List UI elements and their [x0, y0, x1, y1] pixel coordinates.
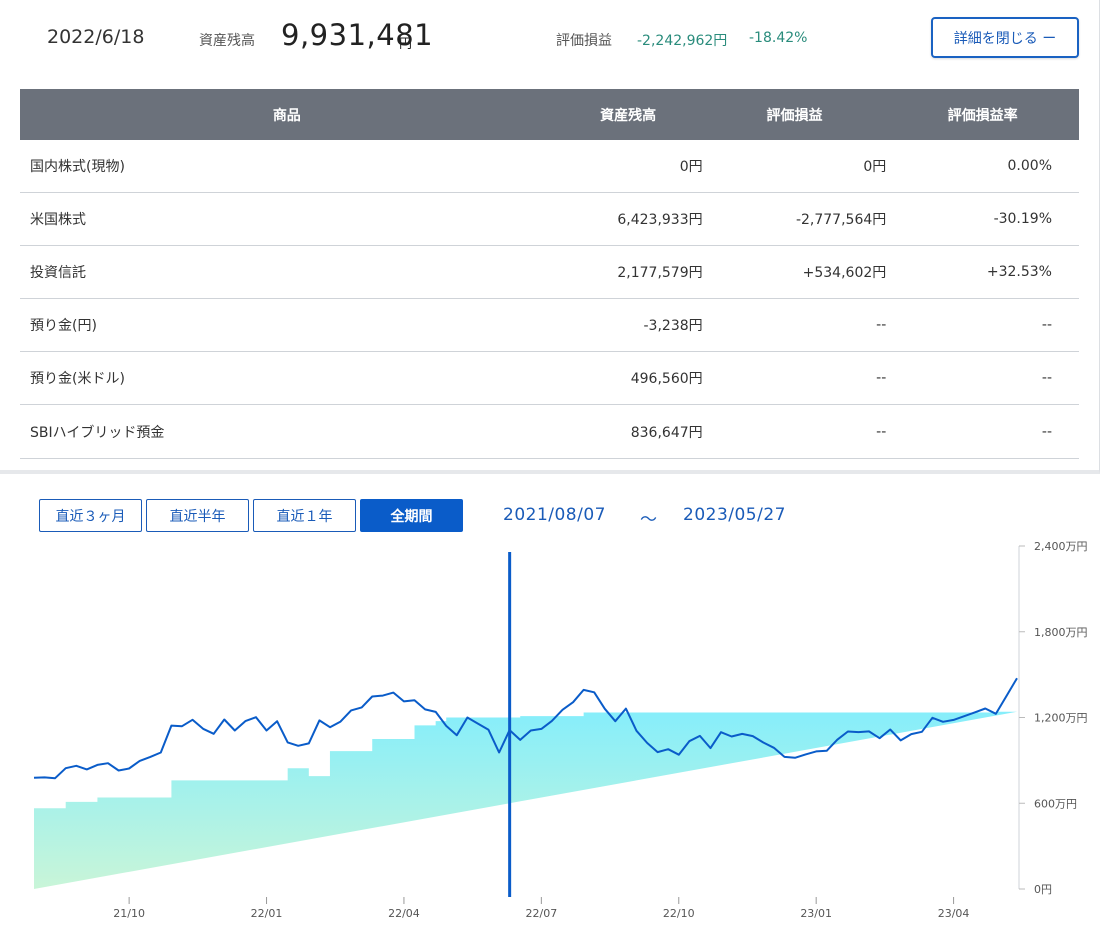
table-row: 投資信託 2,177,579円 +534,602円 +32.53%: [20, 245, 1079, 299]
row-balance: -3,238円: [553, 298, 703, 352]
header-pl: 評価損益: [702, 89, 887, 140]
row-name: 国内株式(現物): [20, 140, 554, 193]
header-pl-rate: 評価損益率: [886, 89, 1079, 140]
table-row: SBIハイブリッド預金 836,647円 -- --: [20, 404, 1079, 459]
row-name: SBIハイブリッド預金: [20, 404, 554, 459]
row-balance: 2,177,579円: [553, 245, 703, 299]
period-3months-button[interactable]: 直近３ヶ月: [39, 499, 142, 532]
x-tick-label: 22/07: [526, 907, 558, 920]
row-balance: 6,423,933円: [553, 192, 703, 246]
row-pl: 0円: [702, 140, 887, 193]
pl-rate: -18.42%: [749, 30, 808, 46]
row-rate: --: [886, 298, 1079, 352]
principal-area: [34, 711, 1017, 889]
asset-summary: 2022/6/18 資産残高 9,931,481 円 評価損益 -2,242,9…: [0, 0, 1100, 80]
row-pl: --: [702, 404, 887, 459]
asset-chart[interactable]: 0円 600万円 1,200万円 1,800万円 2,400万円 21/10 22/01 22…: [0, 540, 1114, 928]
table-row: 国内株式(現物) 0円 0円 0.00%: [20, 140, 1079, 193]
period-6months-button[interactable]: 直近半年: [146, 499, 249, 532]
row-balance: 496,560円: [553, 351, 703, 405]
y-tick-label: 1,800万円: [1034, 626, 1088, 639]
pl-value: -2,242,962円: [637, 33, 728, 49]
row-balance: 836,647円: [553, 404, 703, 459]
asset-chart-svg[interactable]: 0円 600万円 1,200万円 1,800万円 2,400万円 21/10 22/01 22…: [0, 540, 1114, 928]
row-pl: +534,602円: [702, 245, 887, 299]
x-tick-label: 22/04: [388, 907, 420, 920]
x-tick-label: 23/01: [800, 907, 832, 920]
range-end-date[interactable]: 2023/05/27: [683, 505, 786, 525]
x-tick-label: 23/04: [938, 907, 970, 920]
y-tick-label: 0円: [1034, 883, 1052, 896]
table-row: 預り金(円) -3,238円 -- --: [20, 298, 1079, 352]
balance-unit: 円: [399, 37, 413, 52]
row-rate: -30.19%: [886, 192, 1079, 246]
summary-date: 2022/6/18: [47, 26, 145, 48]
row-name: 預り金(円): [20, 298, 554, 352]
period-selector: 直近３ヶ月 直近半年 直近１年 全期間 2021/08/07 〜 2023/05…: [0, 498, 1114, 534]
row-pl: -2,777,564円: [702, 192, 887, 246]
y-tick-label: 2,400万円: [1034, 540, 1088, 553]
header-product: 商品: [20, 89, 554, 140]
table-row: 米国株式 6,423,933円 -2,777,564円 -30.19%: [20, 192, 1079, 246]
row-rate: 0.00%: [886, 140, 1079, 193]
holdings-table: 商品 資産残高 評価損益 評価損益率 国内株式(現物) 0円 0円 0.00% …: [20, 89, 1079, 459]
range-start-date[interactable]: 2021/08/07: [503, 505, 606, 525]
x-tick-label: 22/01: [251, 907, 283, 920]
balance-label: 資産残高: [199, 33, 255, 49]
row-rate: --: [886, 404, 1079, 459]
period-1year-button[interactable]: 直近１年: [253, 499, 356, 532]
table-header-row: 商品 資産残高 評価損益 評価損益率: [20, 89, 1079, 140]
balance-value: 9,931,481: [281, 18, 434, 52]
y-tick-label: 1,200万円: [1034, 712, 1088, 725]
pl-label: 評価損益: [556, 33, 612, 49]
period-all-button[interactable]: 全期間: [360, 499, 463, 532]
range-separator: 〜: [640, 510, 658, 530]
row-pl: --: [702, 351, 887, 405]
valuation-line: [33, 677, 1018, 780]
x-tick-label: 21/10: [113, 907, 145, 920]
y-tick-label: 600万円: [1034, 797, 1077, 810]
row-name: 預り金(米ドル): [20, 351, 554, 405]
header-balance: 資産残高: [553, 89, 703, 140]
asset-detail-panel: 2022/6/18 資産残高 9,931,481 円 評価損益 -2,242,9…: [0, 0, 1100, 474]
row-name: 投資信託: [20, 245, 554, 299]
row-rate: +32.53%: [886, 245, 1079, 299]
row-pl: --: [702, 298, 887, 352]
row-balance: 0円: [553, 140, 703, 193]
table-row: 預り金(米ドル) 496,560円 -- --: [20, 351, 1079, 405]
row-name: 米国株式: [20, 192, 554, 246]
close-details-button[interactable]: 詳細を閉じる ー: [931, 17, 1079, 58]
x-tick-label: 22/10: [663, 907, 695, 920]
row-rate: --: [886, 351, 1079, 405]
